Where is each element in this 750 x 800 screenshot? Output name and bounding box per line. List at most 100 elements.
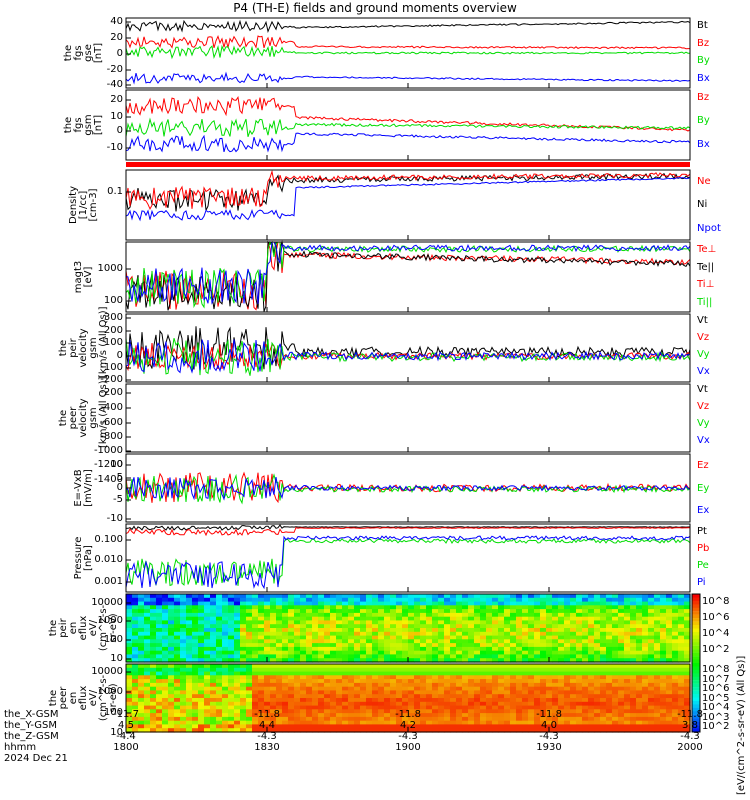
spectrogram-cell [336, 667, 343, 673]
spectrogram-cell [246, 597, 253, 603]
spectrogram-cell [672, 646, 679, 652]
spectrogram-cell [132, 664, 139, 669]
spectrogram-cell [324, 639, 331, 644]
spectrogram-cell [198, 671, 205, 676]
spectrogram-cell [192, 628, 199, 633]
spectrogram-cell [366, 624, 373, 629]
spectrogram-cell [522, 635, 529, 640]
spectrogram-cell [186, 713, 193, 718]
spectrogram-cell [360, 720, 367, 726]
spectrogram-cell [570, 612, 577, 618]
spectrogram-cell [270, 724, 277, 729]
spectrogram-cell [360, 701, 367, 707]
spectrogram-cell [588, 720, 595, 726]
spectrogram-cell [528, 628, 535, 633]
spectrogram-cell [330, 664, 337, 669]
spectrogram-cell [522, 686, 529, 692]
spectrogram-cell [486, 698, 493, 703]
spectrogram-cell [558, 709, 565, 714]
legend-entry: Ne [697, 176, 711, 187]
spectrogram-cell [318, 605, 325, 610]
spectrogram-cell [510, 667, 517, 673]
spectrogram-cell [174, 601, 181, 606]
spectrogram-cell [294, 616, 301, 622]
spectrogram-cell [360, 620, 367, 625]
spectrogram-cell [444, 605, 451, 610]
spectrogram-cell [360, 709, 367, 714]
spectrogram-cell [180, 713, 187, 718]
spectrogram-cell [684, 724, 691, 729]
colorbar-cell [692, 607, 700, 612]
spectrogram-cell [618, 675, 625, 680]
spectrogram-cell [594, 609, 601, 614]
spectrogram-cell [600, 698, 607, 703]
spectrogram-cell [204, 650, 211, 656]
x-tick-labels: -11.8 3.8 -4.3 2000 [677, 709, 703, 753]
spectrogram-cell [408, 605, 415, 610]
spectrogram-cell [186, 624, 193, 629]
spectrogram-cell [624, 716, 631, 722]
spectrogram-cell [450, 698, 457, 703]
spectrogram-cell [192, 686, 199, 692]
spectrogram-cell [180, 601, 187, 606]
spectrogram-cell [654, 671, 661, 676]
spectrogram-cell [150, 658, 157, 663]
spectrogram-cell [396, 675, 403, 680]
spectrogram-cell [552, 728, 559, 733]
spectrogram-cell [228, 635, 235, 640]
spectrogram-cell [498, 728, 505, 733]
xaxis-labels: the_X-GSM the_Y-GSM the_Z-GSM hhmm 2024 … [4, 709, 68, 764]
spectrogram-cell [504, 643, 511, 648]
spectrogram-cell [528, 664, 535, 669]
spectrogram-cell [372, 716, 379, 722]
spectrogram-cell [612, 628, 619, 633]
spectrogram-cell [126, 624, 133, 629]
spectrogram-cell [414, 701, 421, 707]
spectrogram-cell [384, 643, 391, 648]
spectrogram-cell [564, 635, 571, 640]
spectrogram-cell [456, 667, 463, 673]
spectrogram-cell [456, 597, 463, 603]
spectrogram-cell [162, 675, 169, 680]
spectrogram-cell [522, 698, 529, 703]
spectrogram-cell [648, 635, 655, 640]
spectrogram-cell [600, 671, 607, 676]
spectrogram-cell [306, 639, 313, 644]
spectrogram-cell [510, 620, 517, 625]
spectrogram-cell [558, 624, 565, 629]
spectrogram-cell [342, 724, 349, 729]
spectrogram-cell [552, 601, 559, 606]
spectrogram-cell [594, 698, 601, 703]
spectrogram-cell [246, 679, 253, 684]
spectrogram-cell [564, 646, 571, 652]
spectrogram-cell [426, 646, 433, 652]
spectrogram-cell [528, 597, 535, 603]
spectrogram-cell [210, 620, 217, 625]
spectrogram-cell [288, 690, 295, 695]
spectrogram-cell [144, 601, 151, 606]
spectrogram-cell [504, 667, 511, 673]
spectrogram-cell [546, 698, 553, 703]
spectrogram-cell [378, 701, 385, 707]
spectrogram-cell [498, 601, 505, 606]
spectrogram-cell [258, 594, 265, 599]
spectrogram-cell [156, 728, 163, 733]
spectrogram-cell [354, 597, 361, 603]
spectrogram-cell [450, 675, 457, 680]
spectrogram-cell [192, 679, 199, 684]
spectrogram-cell [600, 616, 607, 622]
spectrogram-cell [552, 635, 559, 640]
spectrogram-cell [636, 616, 643, 622]
spectrogram-cell [174, 609, 181, 614]
spectrogram-cell [186, 690, 193, 695]
spectrogram-cell [504, 709, 511, 714]
spectrogram-cell [672, 664, 679, 669]
spectrogram-cell [312, 716, 319, 722]
spectrogram-cell [486, 639, 493, 644]
spectrogram-cell [642, 639, 649, 644]
spectrogram-cell [636, 631, 643, 637]
spectrogram-cell [156, 705, 163, 710]
spectrogram-cell [276, 690, 283, 695]
spectrogram-cell [480, 658, 487, 663]
spectrogram-cell [270, 612, 277, 618]
